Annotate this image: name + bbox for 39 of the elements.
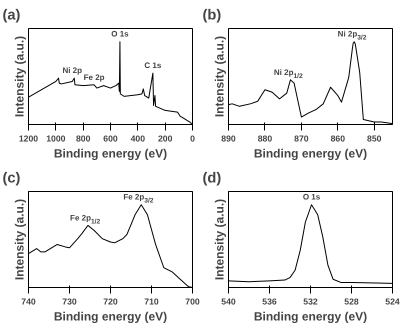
chart-title: (d) [202, 170, 222, 186]
x-tick-label: 850 [367, 134, 382, 144]
y-axis-title: Intensity (a.u.) [12, 36, 26, 118]
x-tick-label: 730 [62, 296, 77, 306]
x-tick-label: 200 [158, 134, 173, 144]
x-tick-label: 1000 [46, 134, 66, 144]
annotation: O 1s [302, 192, 321, 202]
chart-title: (c) [2, 170, 21, 186]
x-axis-title: Binding energy (eV) [254, 146, 368, 160]
x-tick-label: 532 [303, 296, 318, 306]
annotation: Ni 2p [62, 66, 82, 76]
x-axis-title: Binding energy (eV) [54, 310, 168, 324]
x-tick-label: 720 [103, 296, 118, 306]
y-axis-title: Intensity (a.u.) [212, 198, 226, 280]
chart-title: (a) [2, 8, 21, 24]
y-axis-title: Intensity (a.u.) [12, 198, 26, 280]
annotation: O 1s [111, 30, 130, 39]
y-axis-title: Intensity (a.u.) [212, 36, 226, 118]
annotation: C 1s [144, 61, 162, 70]
x-axis-title: Binding energy (eV) [54, 146, 168, 160]
x-tick-label: 880 [258, 134, 272, 144]
x-tick-label: 600 [103, 134, 118, 144]
x-axis-title: Binding energy (eV) [254, 310, 368, 324]
x-tick-label: 540 [221, 296, 236, 306]
x-tick-label: 890 [221, 134, 236, 144]
x-tick-label: 1200 [18, 134, 38, 144]
x-tick-label: 870 [294, 134, 309, 144]
x-tick-label: 710 [144, 296, 159, 306]
x-tick-label: 740 [21, 296, 36, 306]
annotation: Fe 2p [84, 72, 105, 82]
x-tick-label: 400 [130, 134, 146, 144]
x-tick-label: 700 [185, 296, 200, 306]
x-tick-label: 860 [330, 134, 346, 144]
x-tick-label: 0 [190, 134, 196, 144]
chart-title: (b) [202, 8, 222, 24]
x-tick-label: 528 [344, 296, 359, 306]
x-tick-label: 536 [262, 296, 277, 306]
x-tick-label: 524 [385, 296, 400, 306]
x-tick-label: 800 [76, 134, 91, 144]
